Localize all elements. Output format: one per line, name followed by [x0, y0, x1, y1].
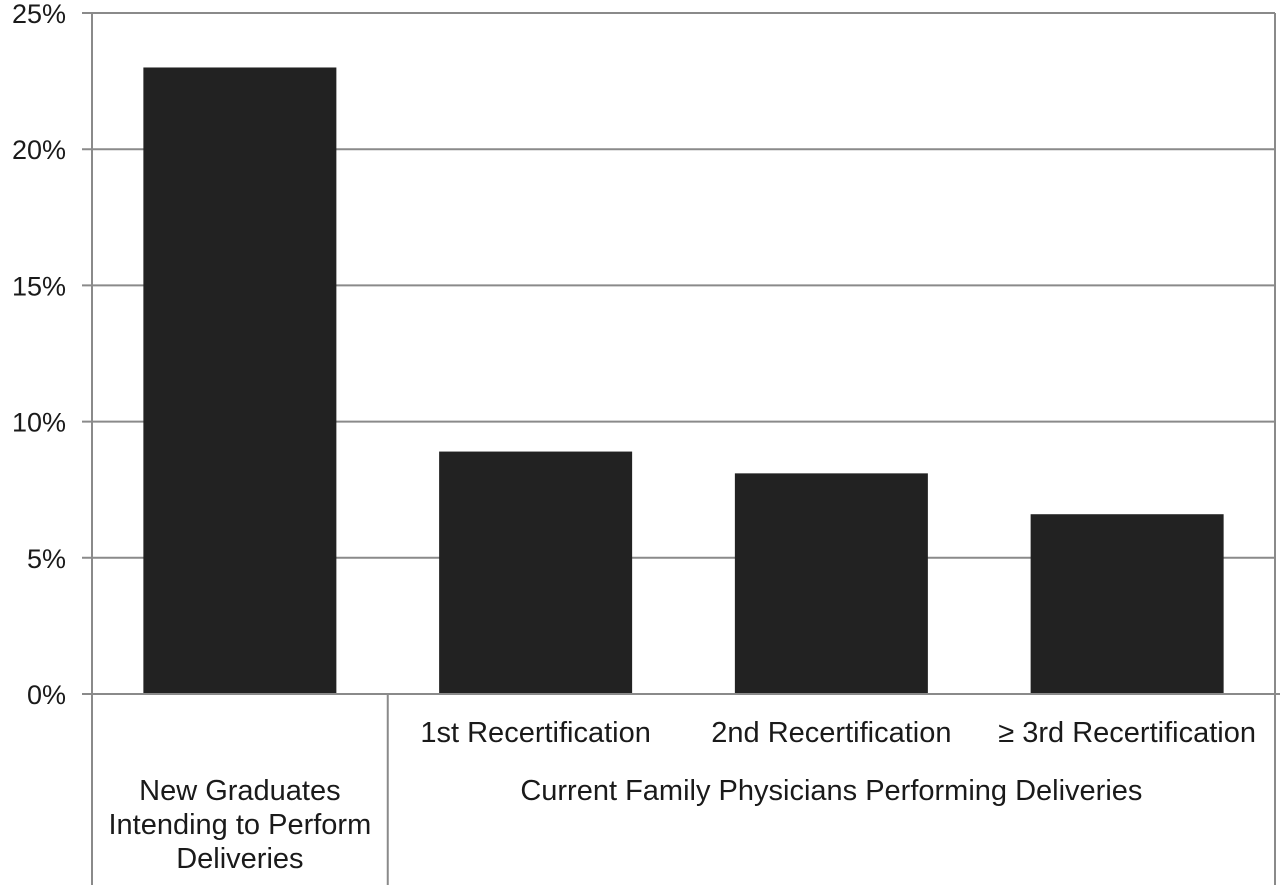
y-tick-label: 0% [27, 680, 66, 710]
x-category-label-line: New Graduates [139, 775, 341, 807]
x-category-label-line: 1st Recertification [420, 717, 651, 749]
bar-2 [439, 451, 633, 694]
x-category-label-line: Deliveries [176, 843, 303, 875]
x-category-label: 2nd Recertification [711, 717, 951, 749]
x-category-label: New Graduates Intending to Perform Deliver… [108, 775, 371, 875]
axis-layer [82, 12, 1280, 885]
y-tick-label: 15% [12, 271, 66, 301]
y-tick-label: 10% [12, 408, 66, 438]
x-category-label-line: 2nd Recertification [711, 717, 951, 749]
y-tick-label: 20% [12, 135, 66, 165]
x-category-label: 1st Recertification [420, 717, 651, 749]
bar-layer [143, 67, 1224, 695]
bar-4 [1030, 514, 1224, 694]
x-category-label-line: ≥ 3rd Recertification [998, 717, 1256, 749]
bar-1 [143, 67, 337, 695]
x-category-label-line: Intending to Perform [108, 809, 371, 841]
y-tick-label: 25% [12, 0, 66, 29]
label-layer: 0% 5% 10% 15% 20% 25% New Graduates Intending t… [12, 0, 1256, 875]
y-tick-label: 5% [27, 544, 66, 574]
x-category-label: ≥ 3rd Recertification [998, 717, 1256, 749]
x-group-label: Current Family Physicians Performing Del… [520, 775, 1142, 807]
bar-3 [734, 473, 928, 694]
